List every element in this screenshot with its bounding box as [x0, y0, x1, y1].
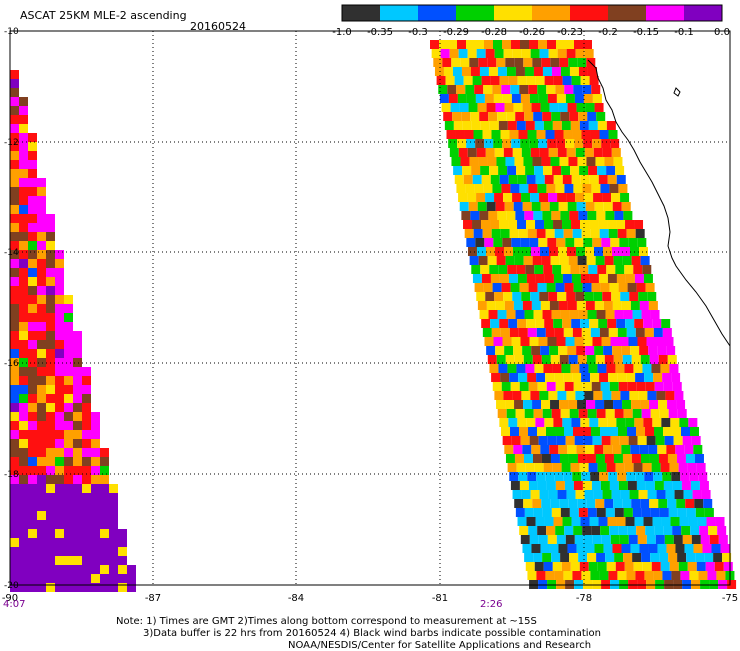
axis-ticks: -90 -87 -84 -81 -78 -75 -10 -12 -14 -16 -18 -20 — [2, 27, 738, 604]
colorbar-segment — [570, 5, 608, 21]
colorbar-segment — [456, 5, 494, 21]
lat-tick-label: -16 — [4, 359, 19, 369]
colorbar-segment — [608, 5, 646, 21]
grid-lines — [10, 31, 730, 585]
colorbar-label: 0.0 — [714, 27, 730, 38]
colorbar-segment — [532, 5, 570, 21]
lon-tick-label: -75 — [722, 593, 738, 604]
lon-tick-label: -78 — [576, 593, 592, 604]
product-title: ASCAT 25KM MLE-2 ascending — [20, 9, 187, 22]
lon-tick-label: -81 — [432, 593, 448, 604]
colorbar-segment — [418, 5, 456, 21]
pass-time-right: 2:26 — [480, 599, 503, 610]
lat-tick-label: -18 — [4, 470, 19, 480]
colorbar-segment — [684, 5, 722, 21]
data-swaths — [10, 40, 737, 592]
colorbar-label: -0.1 — [674, 27, 694, 38]
lon-tick-label: -84 — [288, 593, 304, 604]
lon-tick-label: -90 — [2, 593, 18, 604]
colorbar-segment — [342, 5, 380, 21]
coastline — [587, 59, 731, 347]
note-line-2: 3)Data buffer is 22 hrs from 20160524 4)… — [143, 628, 601, 639]
colorbar-label: -0.3 — [408, 27, 428, 38]
lat-tick-label: -10 — [4, 27, 19, 37]
pass-time-left: 4:07 — [3, 599, 26, 610]
lat-tick-label: -14 — [4, 248, 19, 258]
colorbar-label: -0.28 — [481, 27, 507, 38]
colorbar-segment — [380, 5, 418, 21]
colorbar-label: -0.2 — [598, 27, 618, 38]
colorbar-label: -0.29 — [443, 27, 469, 38]
colorbar-segment — [494, 5, 532, 21]
lon-tick-label: -87 — [145, 593, 161, 604]
colorbar-segment — [646, 5, 684, 21]
colorbar-label: -0.15 — [633, 27, 659, 38]
product-date: 20160524 — [190, 20, 246, 33]
lat-tick-label: -20 — [4, 581, 19, 591]
note-line-1: Note: 1) Times are GMT 2)Times along bot… — [116, 616, 537, 627]
lat-tick-label: -12 — [4, 138, 19, 148]
colorbar-label: -0.35 — [367, 27, 393, 38]
colorbar: -1.0 -0.35 -0.3 -0.29 -0.28 -0.26 -0.23 -0.2 -0.… — [332, 4, 730, 38]
colorbar-label: -0.26 — [519, 27, 545, 38]
map-frame — [9, 30, 731, 586]
island-outline — [673, 87, 681, 97]
colorbar-label: -1.0 — [332, 27, 352, 38]
colorbar-label: -0.23 — [557, 27, 583, 38]
note-line-3: NOAA/NESDIS/Center for Satellite Applica… — [288, 640, 592, 651]
